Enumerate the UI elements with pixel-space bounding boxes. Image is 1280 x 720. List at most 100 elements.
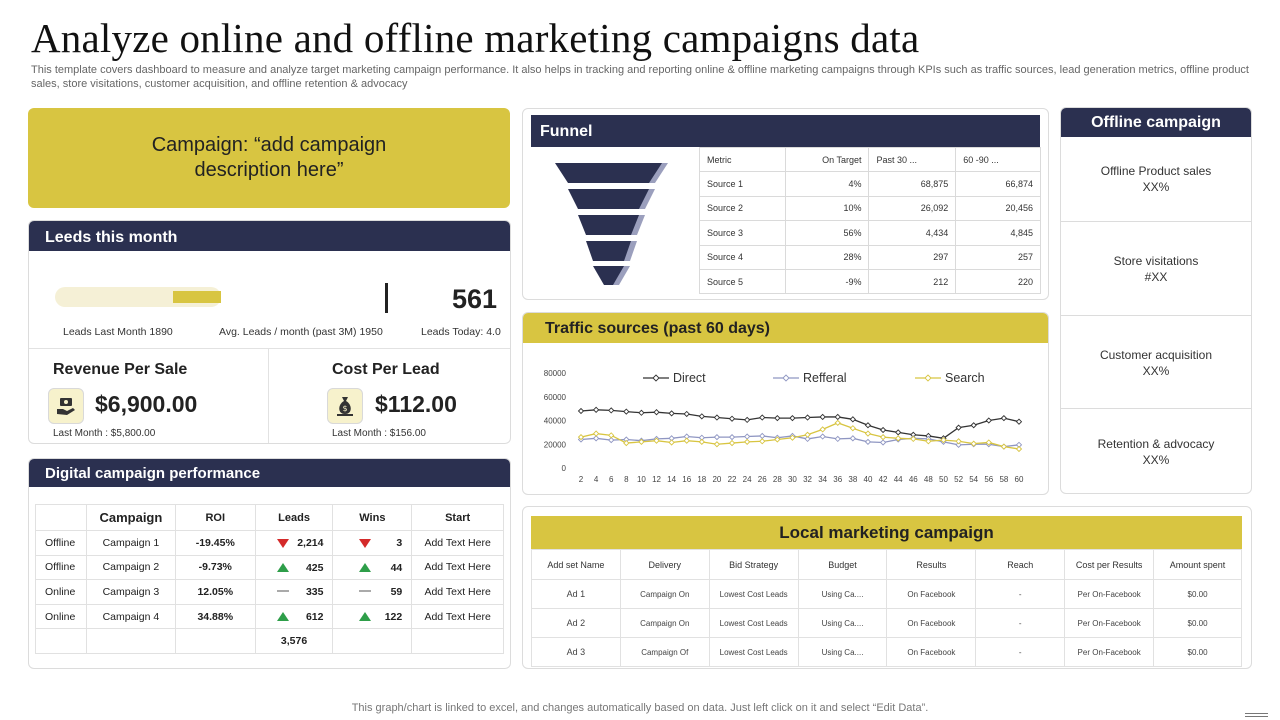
x-tick-label: 14 [667,475,676,484]
stats-divider [268,349,269,443]
row-roi: 34.88% [174,603,256,630]
data-point [970,440,977,447]
data-point [849,425,856,432]
offline-item-value: #XX [1144,270,1168,284]
data-point [985,417,992,424]
table-row: Offline Campaign 1 -19.45% 2,214 3 Add T… [35,530,504,556]
data-point [683,410,690,418]
x-tick-label: 2 [579,475,584,484]
data-point [577,407,585,415]
data-point [925,438,932,445]
traffic-panel: Traffic sources (past 60 days) 0 20000 400… [522,312,1049,495]
row-leads-cell: 425 [254,554,334,581]
revenue-title: Revenue Per Sale [53,361,188,378]
offline-item: Customer acquisition XX% [1061,317,1251,409]
campaign-description-box[interactable]: Campaign: “add campaign description here… [28,108,510,208]
data-point [879,433,887,441]
funnel-graphic [555,163,668,285]
row-start: Add Text Here [411,579,504,605]
leads-divider [29,348,510,349]
data-point [985,439,992,446]
leads-progress-marker [385,283,388,313]
table-cell: $0.00 [1153,637,1242,667]
table-cell: Ad 3 [531,637,621,667]
funnel-level-3 [578,215,639,235]
row-wins: 44 [390,561,403,574]
row-type: Offline [35,554,87,581]
funnel-level-4 [586,241,631,261]
data-point [955,438,962,445]
table-cell: Campaign Of [619,637,710,667]
table-row: Source 2 10% 26,092 20,456 [699,195,1041,222]
x-tick-label: 34 [818,475,827,484]
data-point [1000,443,1008,450]
row-campaign: Campaign 4 [85,603,176,630]
column-header: Wins [332,504,413,531]
column-header [35,504,87,531]
row-campaign: Campaign 1 [85,530,176,556]
data-point [1015,445,1023,453]
x-tick-label: 38 [848,475,857,484]
x-tick-label: 56 [984,475,993,484]
legend-label: Direct [673,371,706,385]
data-point [577,433,585,441]
data-point [849,435,856,442]
data-point [834,435,841,443]
legend-marker [924,374,932,382]
page-title: Analyze online and offline marketing cam… [31,15,920,61]
x-tick-label: 20 [712,475,721,484]
cost-value: $112.00 [375,391,457,417]
table-cell: Using Ca.... [797,637,888,667]
column-header: Cost per Results [1064,549,1155,580]
svg-text:$: $ [342,404,347,413]
funnel-level-5 [593,266,624,285]
trend-up-icon [359,611,372,621]
x-tick-label: 58 [999,475,1008,484]
column-header: On Target [784,146,870,173]
table-cell: 20,456 [955,195,1041,222]
table-cell: Source 1 [699,171,786,197]
table-cell: 4,845 [955,220,1041,246]
x-tick-label: 44 [894,475,903,484]
trend-down-icon [276,539,289,548]
table-row: Ad 2 Campaign On Lowest Cost Leads Using… [531,608,1242,638]
funnel-panel: Funnel Metric On Target Past 30 ... 60 -… [522,108,1049,300]
cost-last-month: Last Month : $156.00 [332,428,426,439]
revenue-value: $6,900.00 [95,391,198,417]
traffic-header: Traffic sources (past 60 days) [523,313,1048,343]
row-campaign: Campaign 2 [85,554,176,581]
column-header: Past 30 ... [868,146,957,173]
table-cell: 297 [868,244,957,270]
row-wins-cell: 44 [332,554,413,581]
trend-up-icon [276,611,289,621]
table-cell: Using Ca.... [797,579,888,609]
row-wins-cell: 122 [332,603,413,630]
footer-note: This graph/chart is linked to excel, and… [351,702,929,714]
data-point [608,436,615,444]
offline-title: Offline campaign [1091,114,1221,131]
data-point [879,439,887,446]
leads-progress-fill [173,291,221,303]
trend-up-icon [276,562,289,572]
x-tick-label: 28 [773,475,782,484]
data-point [698,413,705,420]
data-point [879,426,887,434]
data-point [789,414,796,422]
data-point [759,438,766,445]
table-cell: - [975,579,1066,609]
legend-marker [652,374,660,382]
y-tick-label: 80000 [544,369,567,378]
table-cell: On Facebook [886,608,977,638]
x-tick-label: 24 [743,475,752,484]
legend-marker [782,374,790,382]
x-tick-label: 42 [879,475,888,484]
data-point [668,410,675,417]
table-header-row: Add set Name Delivery Bid Strategy Budge… [531,549,1242,580]
data-point [819,433,826,440]
x-tick-label: 10 [637,475,646,484]
table-cell: Lowest Cost Leads [708,637,799,667]
revenue-last-month: Last Month : $5,800.00 [53,428,156,439]
offline-item: Store visitations #XX [1061,223,1251,316]
table-cell: -9% [784,268,870,295]
table-cell: On Facebook [886,579,977,609]
